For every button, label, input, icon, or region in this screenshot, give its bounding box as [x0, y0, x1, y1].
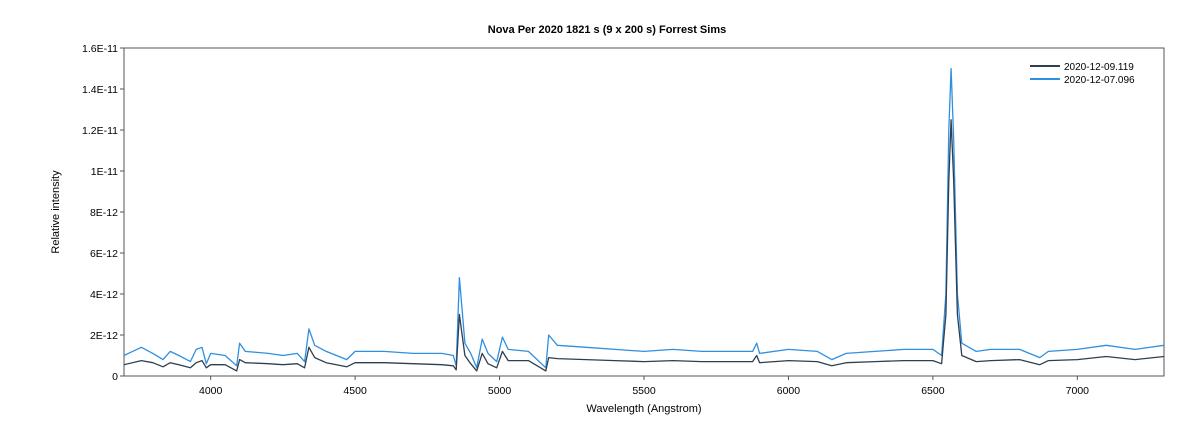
y-tick-label: 1.2E-11: [82, 125, 118, 137]
x-axis-label: Wavelength (Angstrom): [586, 403, 701, 415]
series-layer: [123, 67, 1165, 372]
series-line-1: [123, 119, 1165, 372]
y-tick-label: 1E-11: [91, 166, 118, 178]
y-tick-label: 6E-12: [90, 248, 118, 260]
x-tick-label: 7000: [1066, 385, 1090, 397]
plot-area: [123, 47, 1165, 377]
series-line-2: [123, 67, 1165, 369]
x-tick-label: 6000: [777, 385, 801, 397]
y-tick-label: 1.4E-11: [82, 84, 118, 96]
x-tick-label: 4000: [199, 385, 223, 397]
y-tick-label: 4E-12: [90, 289, 118, 301]
y-axis: 0 2E-12 4E-12 6E-12 8E-12 1E-11 1.2E-11 1.4E-11…: [82, 43, 124, 383]
legend-label-series-2: 2020-12-07.096: [1064, 75, 1135, 86]
y-tick-label: 1.6E-11: [82, 43, 118, 55]
legend: 2020-12-09.119 2020-12-07.096: [1030, 62, 1135, 86]
x-tick-label: 6500: [921, 385, 945, 397]
y-tick-label: 2E-12: [90, 330, 118, 342]
y-tick-label: 0: [112, 371, 118, 383]
x-tick-label: 4500: [343, 385, 367, 397]
x-axis: 4000 4500 5000 5500 6000 6500 7000: [199, 376, 1089, 397]
chart-title: Nova Per 2020 1821 s (9 x 200 s) Forrest…: [488, 24, 726, 36]
x-tick-label: 5500: [632, 385, 656, 397]
x-tick-label: 5000: [488, 385, 512, 397]
y-tick-label: 8E-12: [90, 207, 118, 219]
y-axis-label: Relative intensity: [50, 170, 62, 254]
legend-label-series-1: 2020-12-09.119: [1064, 62, 1134, 73]
